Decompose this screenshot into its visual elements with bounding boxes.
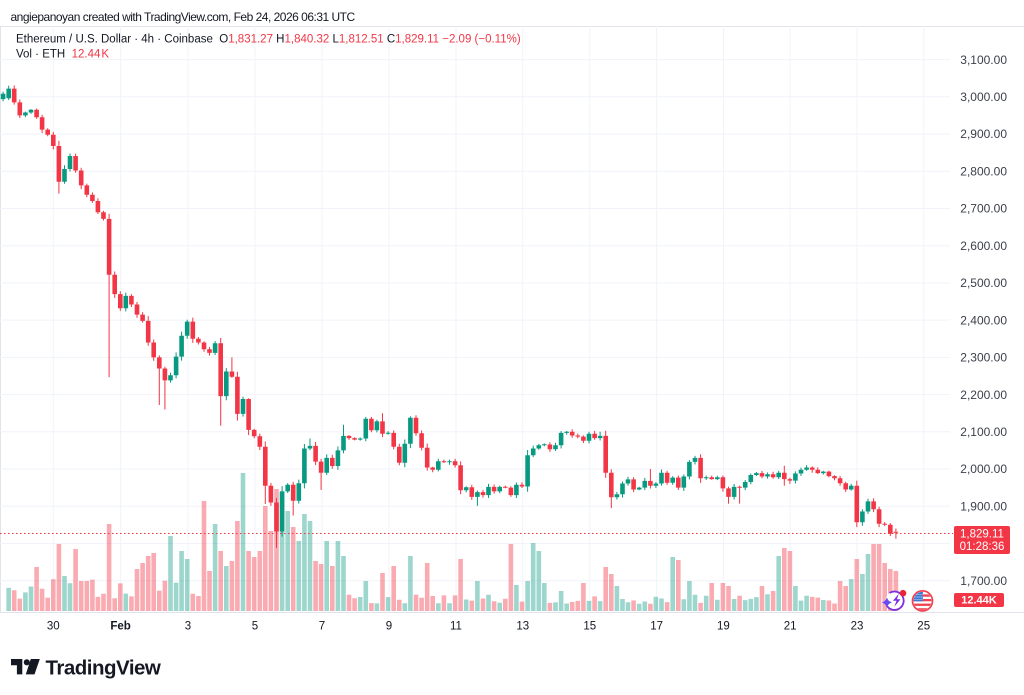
svg-text:1,700.00: 1,700.00 — [960, 574, 1007, 588]
svg-text:5: 5 — [252, 621, 258, 633]
svg-text:3,100.00: 3,100.00 — [960, 53, 1007, 67]
svg-text:2,200.00: 2,200.00 — [960, 388, 1007, 402]
svg-text:19: 19 — [717, 621, 730, 633]
svg-text:17: 17 — [650, 621, 663, 633]
svg-text:1,900.00: 1,900.00 — [960, 499, 1007, 513]
svg-text:11: 11 — [450, 621, 462, 633]
svg-text:9: 9 — [386, 621, 392, 633]
svg-text:2,500.00: 2,500.00 — [960, 276, 1007, 290]
svg-text:3: 3 — [185, 621, 191, 633]
svg-text:Feb: Feb — [110, 621, 130, 633]
svg-text:23: 23 — [851, 621, 864, 633]
svg-text:2,600.00: 2,600.00 — [960, 239, 1007, 253]
svg-text:21: 21 — [784, 621, 797, 633]
svg-text:Vol · ETH 12.44 K: Vol · ETH 12.44 K — [16, 49, 109, 61]
svg-text:1,829.11: 1,829.11 — [960, 529, 1004, 541]
svg-text:01:28:36: 01:28:36 — [960, 541, 1005, 553]
svg-text:angiepanoyan created with Trad: angiepanoyan created with TradingView.co… — [11, 10, 356, 24]
svg-text:3,000.00: 3,000.00 — [960, 90, 1007, 104]
svg-text:7: 7 — [319, 621, 325, 633]
svg-text:30: 30 — [47, 621, 60, 633]
svg-text:2,100.00: 2,100.00 — [960, 425, 1007, 439]
svg-text:2,000.00: 2,000.00 — [960, 462, 1007, 476]
svg-text:TradingView: TradingView — [46, 657, 161, 680]
svg-text:13: 13 — [516, 621, 529, 633]
svg-text:2,900.00: 2,900.00 — [960, 127, 1007, 141]
svg-text:2,400.00: 2,400.00 — [960, 313, 1007, 327]
svg-text:2,700.00: 2,700.00 — [960, 202, 1007, 216]
svg-text:2,800.00: 2,800.00 — [960, 165, 1007, 179]
svg-text:12.44K: 12.44K — [961, 595, 997, 607]
svg-text:15: 15 — [583, 621, 596, 633]
svg-text:2,300.00: 2,300.00 — [960, 351, 1007, 365]
svg-text:25: 25 — [917, 621, 930, 633]
svg-text:Ethereum / U.S. Dollar · 4h ·: Ethereum / U.S. Dollar · 4h · Coinbase O… — [16, 34, 521, 46]
